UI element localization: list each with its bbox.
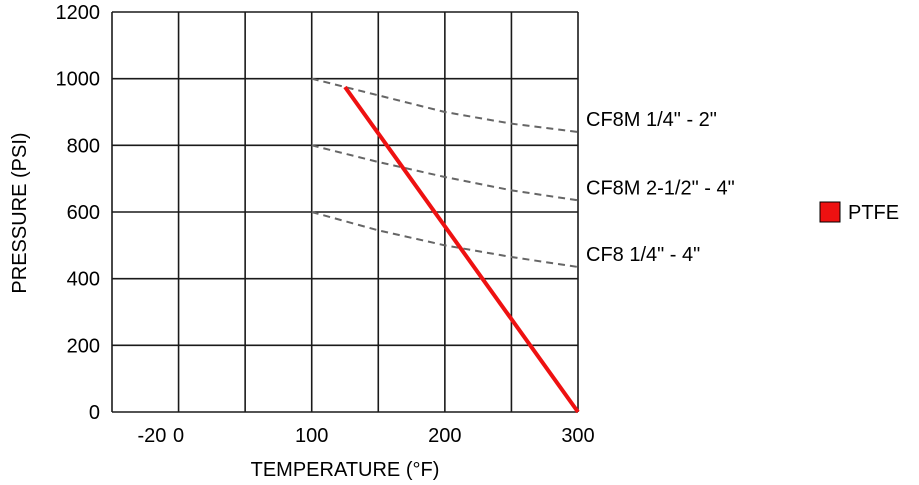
y-tick-label: 0 — [89, 402, 100, 424]
series-line-3 — [343, 85, 580, 414]
legend-swatch — [819, 201, 841, 223]
y-tick-label: 1000 — [56, 69, 101, 91]
series-label-2: CF8 1/4" - 4" — [586, 244, 700, 266]
y-tick-label: 600 — [67, 202, 100, 224]
legend: PTFE — [819, 201, 899, 224]
series-label-0: CF8M 1/4" - 2" — [586, 109, 717, 131]
tick-labels: 0 200 400 600 800 1000 1200 -20 0 100 200 300 — [56, 2, 595, 447]
series-lines — [311, 77, 580, 414]
y-axis-title: PRESSURE (PSI) — [9, 132, 31, 293]
y-tick-label: 400 — [67, 269, 100, 291]
x-tick-label: 300 — [561, 425, 594, 447]
series-label-1: CF8M 2-1/2" - 4" — [586, 177, 735, 199]
legend-label: PTFE — [848, 202, 899, 224]
series-labels: CF8M 1/4" - 2" CF8M 2-1/2" - 4" CF8 1/4" -… — [586, 109, 735, 266]
series-line-0 — [311, 77, 579, 133]
x-tick-label: 0 — [173, 425, 184, 447]
y-tick-label: 800 — [67, 135, 100, 157]
y-tick-label: 200 — [67, 335, 100, 357]
x-tick-label: 100 — [295, 425, 328, 447]
series-line-1 — [311, 144, 579, 202]
x-tick-label: 200 — [428, 425, 461, 447]
x-axis-title: TEMPERATURE (°F) — [251, 459, 440, 481]
series-line-2 — [311, 211, 579, 268]
y-tick-label: 1200 — [56, 2, 101, 24]
grid — [111, 11, 579, 413]
x-tick-label: -20 — [137, 425, 166, 447]
